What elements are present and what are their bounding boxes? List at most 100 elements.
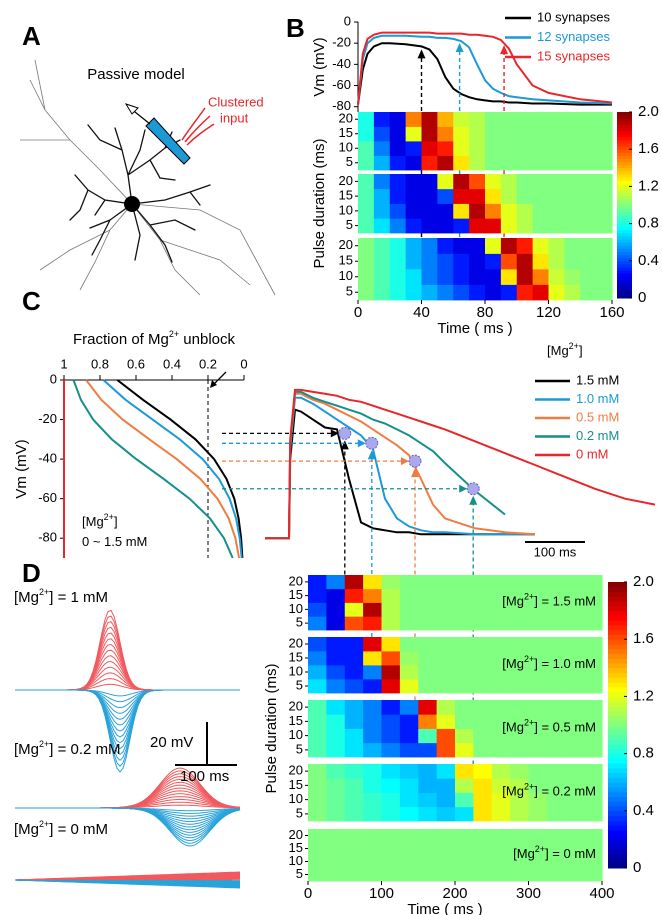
colorbar-step — [617, 223, 632, 228]
heatmap-cell — [421, 188, 438, 204]
heatmap-cell — [455, 679, 474, 694]
heatmap-cell — [405, 174, 423, 190]
heatmap-cell — [485, 253, 502, 270]
heatmap-cell — [455, 700, 474, 715]
series-line — [116, 379, 244, 559]
heatmap-cell — [546, 714, 566, 729]
heatmap-cell — [405, 218, 423, 234]
colorbar-step — [608, 777, 627, 783]
heatmap-cell — [436, 679, 456, 694]
heatmap-cell — [389, 174, 407, 190]
heatmap-cell — [437, 218, 454, 234]
heatmap-cell — [548, 253, 565, 270]
heatmap-cell — [453, 253, 470, 270]
heatmap-cell — [453, 155, 470, 171]
x-tick-label: 300 — [516, 885, 541, 902]
heatmap-cell — [399, 764, 419, 779]
heatmap-cell — [510, 792, 530, 808]
heatmap-cell — [491, 616, 511, 631]
heatmap-cell — [564, 188, 581, 204]
trace — [15, 689, 240, 703]
heatmap-cell — [532, 188, 550, 204]
heatmap-cell — [381, 651, 401, 666]
colorbar-step — [617, 248, 632, 252]
heatmap-cell — [399, 616, 419, 631]
heatmap-cell — [363, 742, 383, 758]
heatmap-cell — [473, 714, 493, 729]
heatmap-cell — [358, 253, 375, 270]
panel-label: D — [22, 558, 41, 588]
colorbar-step — [617, 270, 632, 274]
heatmap-cell — [528, 588, 548, 603]
heatmap-cell — [326, 868, 346, 882]
heatmap-cell — [453, 112, 470, 127]
heatmap-cell — [437, 238, 454, 254]
heatmap-cell — [455, 588, 474, 603]
colorbar-step — [608, 691, 627, 697]
scale-label: 100 ms — [180, 768, 229, 785]
heatmap-cell — [344, 588, 364, 603]
heatmap-cell — [510, 588, 530, 603]
heatmap-cell — [405, 188, 423, 204]
heatmap-cell — [510, 616, 530, 631]
x-axis-label: Time ( ms ) — [437, 320, 512, 337]
colorbar-step — [608, 782, 627, 788]
heatmap-cell — [532, 126, 550, 142]
heatmap-cell — [532, 284, 550, 301]
y-tick-label: 5 — [346, 217, 353, 232]
heatmap-cell — [455, 842, 474, 856]
heatmap-cell — [308, 616, 327, 631]
heatmap-cell — [532, 203, 550, 219]
heatmap-cell — [358, 112, 375, 127]
heatmap-cell — [510, 778, 530, 793]
heatmap-cell — [473, 588, 493, 603]
colorbar-step — [608, 667, 627, 674]
heatmap-cell — [326, 575, 346, 590]
colorbar-step — [608, 672, 627, 678]
colorbar-step — [608, 615, 627, 621]
x-tick-label: 100 — [369, 885, 394, 902]
heatmap-cell — [596, 218, 613, 234]
heatmap-cell — [326, 714, 346, 729]
heatmap-cell — [564, 218, 581, 234]
heatmap-cell — [418, 637, 438, 652]
heatmap-cell — [596, 284, 613, 301]
annotation: Clustered — [208, 94, 264, 109]
colorbar-step — [617, 208, 632, 212]
heatmap-cell — [469, 174, 486, 190]
heatmap-cell — [528, 728, 548, 744]
legend-label: 0.5 mM — [576, 409, 619, 424]
annotation: 0 ~ 1.5 mM — [82, 534, 147, 549]
y-tick-label: 20 — [289, 573, 303, 588]
heatmap-cell — [363, 778, 383, 793]
heatmap-cell — [363, 806, 383, 822]
heatmap-cell — [548, 203, 565, 219]
colorbar-step — [608, 801, 627, 807]
trace-label-part: ] = 1 mM — [49, 589, 108, 606]
heatmap-cell — [510, 829, 530, 843]
heatmap-cell — [437, 112, 454, 127]
heatmap-cell — [344, 575, 364, 590]
heatmap-cell — [491, 778, 511, 793]
heatmap-cell — [436, 806, 456, 822]
heatmap-label-part: [Mg — [502, 720, 524, 735]
heatmap-cell — [469, 126, 486, 142]
colorbar-step — [608, 643, 627, 650]
colorbar-step — [608, 863, 627, 869]
heatmap-cell — [437, 141, 454, 156]
heatmap-cell — [363, 829, 383, 843]
heatmap-cell — [436, 714, 456, 729]
series-line — [357, 31, 613, 105]
chart-title-part: Fraction of Mg — [73, 331, 169, 348]
colorbar-tick-label: 1.2 — [638, 177, 659, 194]
heatmap-cell — [405, 269, 423, 285]
arrowhead — [210, 380, 217, 388]
colorbar-step — [617, 174, 632, 178]
legend-label: 0.2 mM — [576, 428, 619, 443]
heatmap-cell — [491, 806, 511, 822]
trace — [15, 689, 240, 773]
heatmap-cell — [546, 616, 566, 631]
heatmap-cell — [596, 112, 613, 127]
x-tick-label: 160 — [599, 304, 624, 321]
heatmap-cell — [381, 575, 401, 590]
